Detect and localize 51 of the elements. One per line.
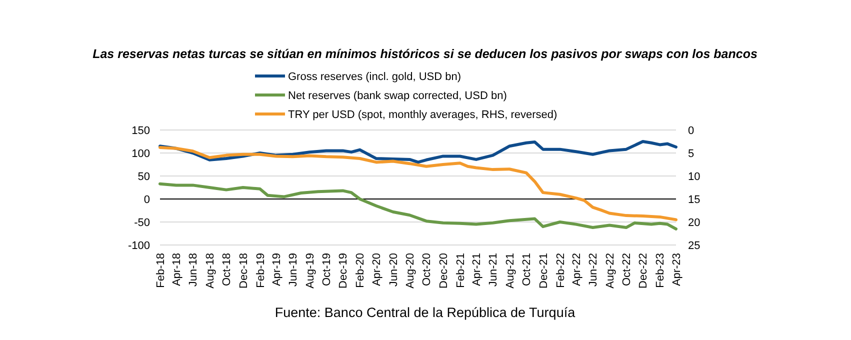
x-tick-label: Jun-18 bbox=[188, 253, 200, 287]
y2-tick-label: 10 bbox=[688, 170, 700, 183]
legend-label: TRY per USD (spot, monthly averages, RHS, reversed) bbox=[288, 108, 558, 121]
x-tick-label: Oct-19 bbox=[321, 253, 334, 286]
x-tick-label: Apr-19 bbox=[270, 253, 283, 286]
y2-tick-label: 15 bbox=[688, 194, 700, 206]
x-tick-label: Feb-19 bbox=[254, 253, 267, 288]
x-tick-label: Jun-22 bbox=[588, 253, 600, 287]
x-tick-label: Feb-21 bbox=[454, 253, 467, 288]
y-tick-label: -100 bbox=[128, 240, 150, 252]
x-tick-label: Aug-22 bbox=[604, 253, 616, 288]
x-tick-label: Dec-21 bbox=[538, 253, 550, 288]
line-series bbox=[158, 182, 678, 230]
x-tick-label: Apr-21 bbox=[471, 253, 484, 286]
y2-tick-label: 20 bbox=[688, 216, 700, 229]
x-tick-label: Dec-19 bbox=[338, 253, 350, 288]
x-tick-label: Oct-20 bbox=[421, 253, 434, 286]
chart-title: Las reservas netas turcas se sitúan en mínimos históricos si se deducen los pasivos por swaps con los bancos bbox=[92, 47, 758, 61]
x-tick-label: Apr-20 bbox=[371, 253, 384, 286]
y2-tick-label: 0 bbox=[688, 124, 694, 137]
x-tick-label: Oct-21 bbox=[521, 253, 534, 286]
y2-tick-label: 5 bbox=[688, 148, 694, 160]
x-tick-label: Aug-20 bbox=[404, 253, 416, 288]
x-tick-label: Apr-18 bbox=[171, 253, 183, 286]
y-tick-label: 50 bbox=[138, 170, 150, 183]
x-tick-label: Aug-18 bbox=[204, 253, 216, 288]
x-tick-label: Aug-19 bbox=[304, 253, 316, 288]
x-tick-label: Dec-18 bbox=[238, 253, 250, 288]
x-tick-label: Aug-21 bbox=[504, 253, 516, 288]
x-tick-label: Jun-19 bbox=[288, 253, 300, 287]
x-tick-label: Apr-22 bbox=[570, 253, 583, 286]
y-tick-label: 100 bbox=[132, 148, 150, 160]
x-tick-label: Dec-22 bbox=[638, 253, 650, 288]
x-tick-label: Apr-23 bbox=[670, 253, 683, 286]
source-note: Fuente: Banco Central de la República de Turquía bbox=[274, 305, 576, 320]
y-tick-label: -50 bbox=[134, 216, 150, 229]
y-tick-label: 0 bbox=[144, 194, 150, 206]
legend-label: Gross reserves (incl. gold, USD bn) bbox=[288, 70, 461, 83]
legend-label: Net reserves (bank swap corrected, USD bn) bbox=[288, 90, 507, 102]
x-tick-label: Feb-22 bbox=[554, 253, 567, 288]
y2-tick-label: 25 bbox=[688, 240, 700, 252]
x-tick-label: Feb-20 bbox=[354, 253, 367, 288]
x-tick-label: Feb-18 bbox=[154, 253, 167, 288]
x-tick-label: Dec-20 bbox=[438, 253, 450, 288]
x-tick-label: Oct-22 bbox=[621, 253, 634, 286]
x-tick-label: Feb-23 bbox=[654, 253, 667, 288]
x-tick-label: Jun-21 bbox=[488, 253, 500, 287]
x-tick-label: Oct-18 bbox=[221, 253, 234, 286]
y-tick-label: 150 bbox=[132, 124, 150, 137]
line-series bbox=[158, 146, 678, 222]
x-tick-label: Jun-20 bbox=[388, 253, 400, 287]
